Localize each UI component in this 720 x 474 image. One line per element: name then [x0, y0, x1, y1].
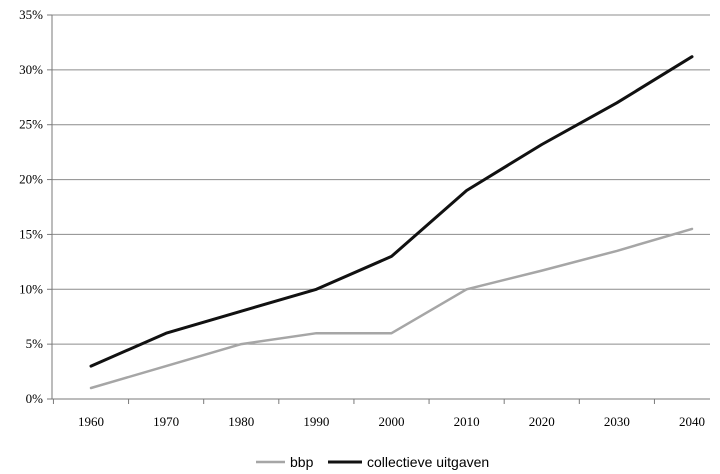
series-lines [89, 55, 694, 390]
y-tick-label: 10% [19, 281, 43, 296]
x-tick-label: 1960 [78, 414, 104, 429]
series-line-bbp [89, 227, 694, 390]
series-line-collectieve-uitgaven [89, 55, 694, 368]
y-tick-label: 15% [19, 226, 43, 241]
y-tick-label: 25% [19, 117, 43, 132]
gridlines [52, 14, 710, 345]
legend-label-collectieve-uitgaven: collectieve uitgaven [367, 454, 489, 470]
y-tick-labels: 0% 5% 10% 15% 20% 25% 30% 35% [19, 7, 43, 406]
x-tick-label: 1990 [303, 414, 329, 429]
x-tick-label: 2000 [379, 414, 405, 429]
x-tick-label: 2030 [604, 414, 630, 429]
axes [47, 14, 710, 404]
y-tick-label: 30% [19, 62, 43, 77]
legend: bbp collectieve uitgaven [256, 454, 489, 470]
x-tick-label: 2020 [529, 414, 555, 429]
x-tick-label: 1980 [228, 414, 254, 429]
y-tick-label: 35% [19, 7, 43, 22]
x-tick-label: 1970 [153, 414, 179, 429]
legend-label-bbp: bbp [290, 454, 314, 470]
y-tick-label: 20% [19, 172, 43, 187]
x-tick-labels: 1960 1970 1980 1990 2000 2010 2020 2030 2040 [78, 414, 705, 429]
x-tick-label: 2040 [679, 414, 705, 429]
y-tick-label: 5% [26, 336, 44, 351]
y-tick-label: 0% [26, 391, 44, 406]
x-tick-label: 2010 [454, 414, 480, 429]
